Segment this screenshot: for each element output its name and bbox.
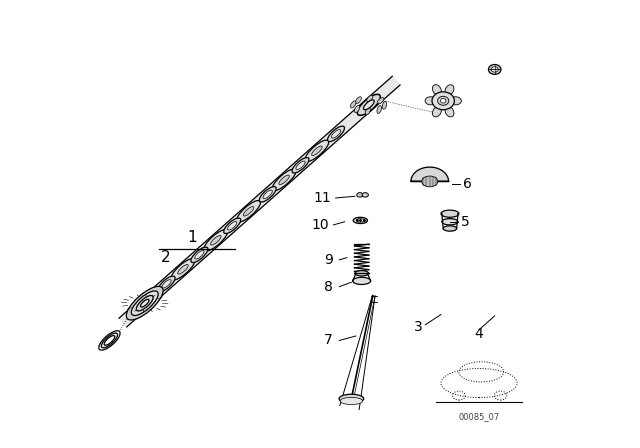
Text: 4: 4 [475, 327, 483, 341]
Ellipse shape [237, 201, 260, 222]
Ellipse shape [422, 176, 438, 187]
Ellipse shape [425, 97, 436, 105]
Ellipse shape [433, 107, 442, 117]
Ellipse shape [243, 207, 254, 216]
Text: 3: 3 [414, 320, 423, 334]
Ellipse shape [432, 92, 454, 110]
Ellipse shape [104, 336, 115, 345]
Ellipse shape [355, 105, 360, 112]
Ellipse shape [491, 67, 499, 72]
Ellipse shape [136, 295, 153, 311]
Text: 10: 10 [311, 218, 329, 232]
Text: 6: 6 [463, 177, 472, 191]
Ellipse shape [445, 85, 454, 95]
Ellipse shape [162, 280, 172, 288]
Ellipse shape [377, 106, 381, 113]
Text: 5: 5 [461, 215, 470, 229]
Polygon shape [119, 76, 400, 327]
Text: 7: 7 [324, 333, 332, 348]
Ellipse shape [191, 247, 208, 263]
Ellipse shape [141, 299, 149, 307]
Ellipse shape [171, 258, 195, 280]
Ellipse shape [377, 98, 384, 104]
Ellipse shape [211, 236, 221, 245]
Ellipse shape [445, 107, 454, 117]
Ellipse shape [332, 129, 340, 138]
Ellipse shape [356, 219, 364, 222]
Text: 11: 11 [314, 191, 331, 205]
Ellipse shape [292, 158, 309, 173]
Ellipse shape [433, 85, 442, 95]
Ellipse shape [328, 126, 344, 142]
Ellipse shape [131, 291, 158, 315]
Ellipse shape [263, 190, 273, 198]
Ellipse shape [353, 277, 371, 284]
Ellipse shape [353, 217, 367, 224]
Ellipse shape [259, 187, 276, 202]
Ellipse shape [224, 218, 241, 233]
Text: 1: 1 [188, 230, 197, 245]
Ellipse shape [442, 219, 458, 225]
Ellipse shape [272, 169, 296, 190]
Text: 9: 9 [324, 253, 333, 267]
Ellipse shape [355, 97, 362, 103]
Text: 8: 8 [324, 280, 333, 294]
Ellipse shape [443, 226, 457, 231]
Ellipse shape [126, 286, 163, 320]
Ellipse shape [101, 333, 118, 348]
Ellipse shape [365, 108, 371, 115]
Ellipse shape [450, 97, 461, 105]
Text: 2: 2 [161, 250, 170, 265]
Ellipse shape [228, 222, 237, 230]
Ellipse shape [355, 271, 369, 276]
Ellipse shape [441, 210, 459, 217]
Ellipse shape [438, 96, 449, 105]
Ellipse shape [440, 99, 446, 103]
Ellipse shape [279, 175, 289, 185]
Ellipse shape [305, 140, 329, 162]
Ellipse shape [296, 161, 305, 169]
Ellipse shape [340, 397, 362, 405]
Ellipse shape [356, 193, 363, 197]
Ellipse shape [382, 101, 387, 109]
Polygon shape [411, 167, 449, 181]
Ellipse shape [350, 101, 356, 108]
Ellipse shape [488, 65, 501, 74]
Ellipse shape [367, 95, 373, 102]
Ellipse shape [357, 95, 380, 115]
Ellipse shape [364, 100, 374, 110]
Ellipse shape [204, 229, 228, 251]
Text: 00085_07: 00085_07 [458, 412, 500, 421]
Ellipse shape [158, 276, 175, 292]
Ellipse shape [339, 394, 364, 403]
Ellipse shape [362, 193, 369, 197]
Ellipse shape [178, 265, 188, 274]
Ellipse shape [195, 250, 204, 259]
Ellipse shape [99, 331, 120, 350]
Ellipse shape [312, 146, 322, 155]
